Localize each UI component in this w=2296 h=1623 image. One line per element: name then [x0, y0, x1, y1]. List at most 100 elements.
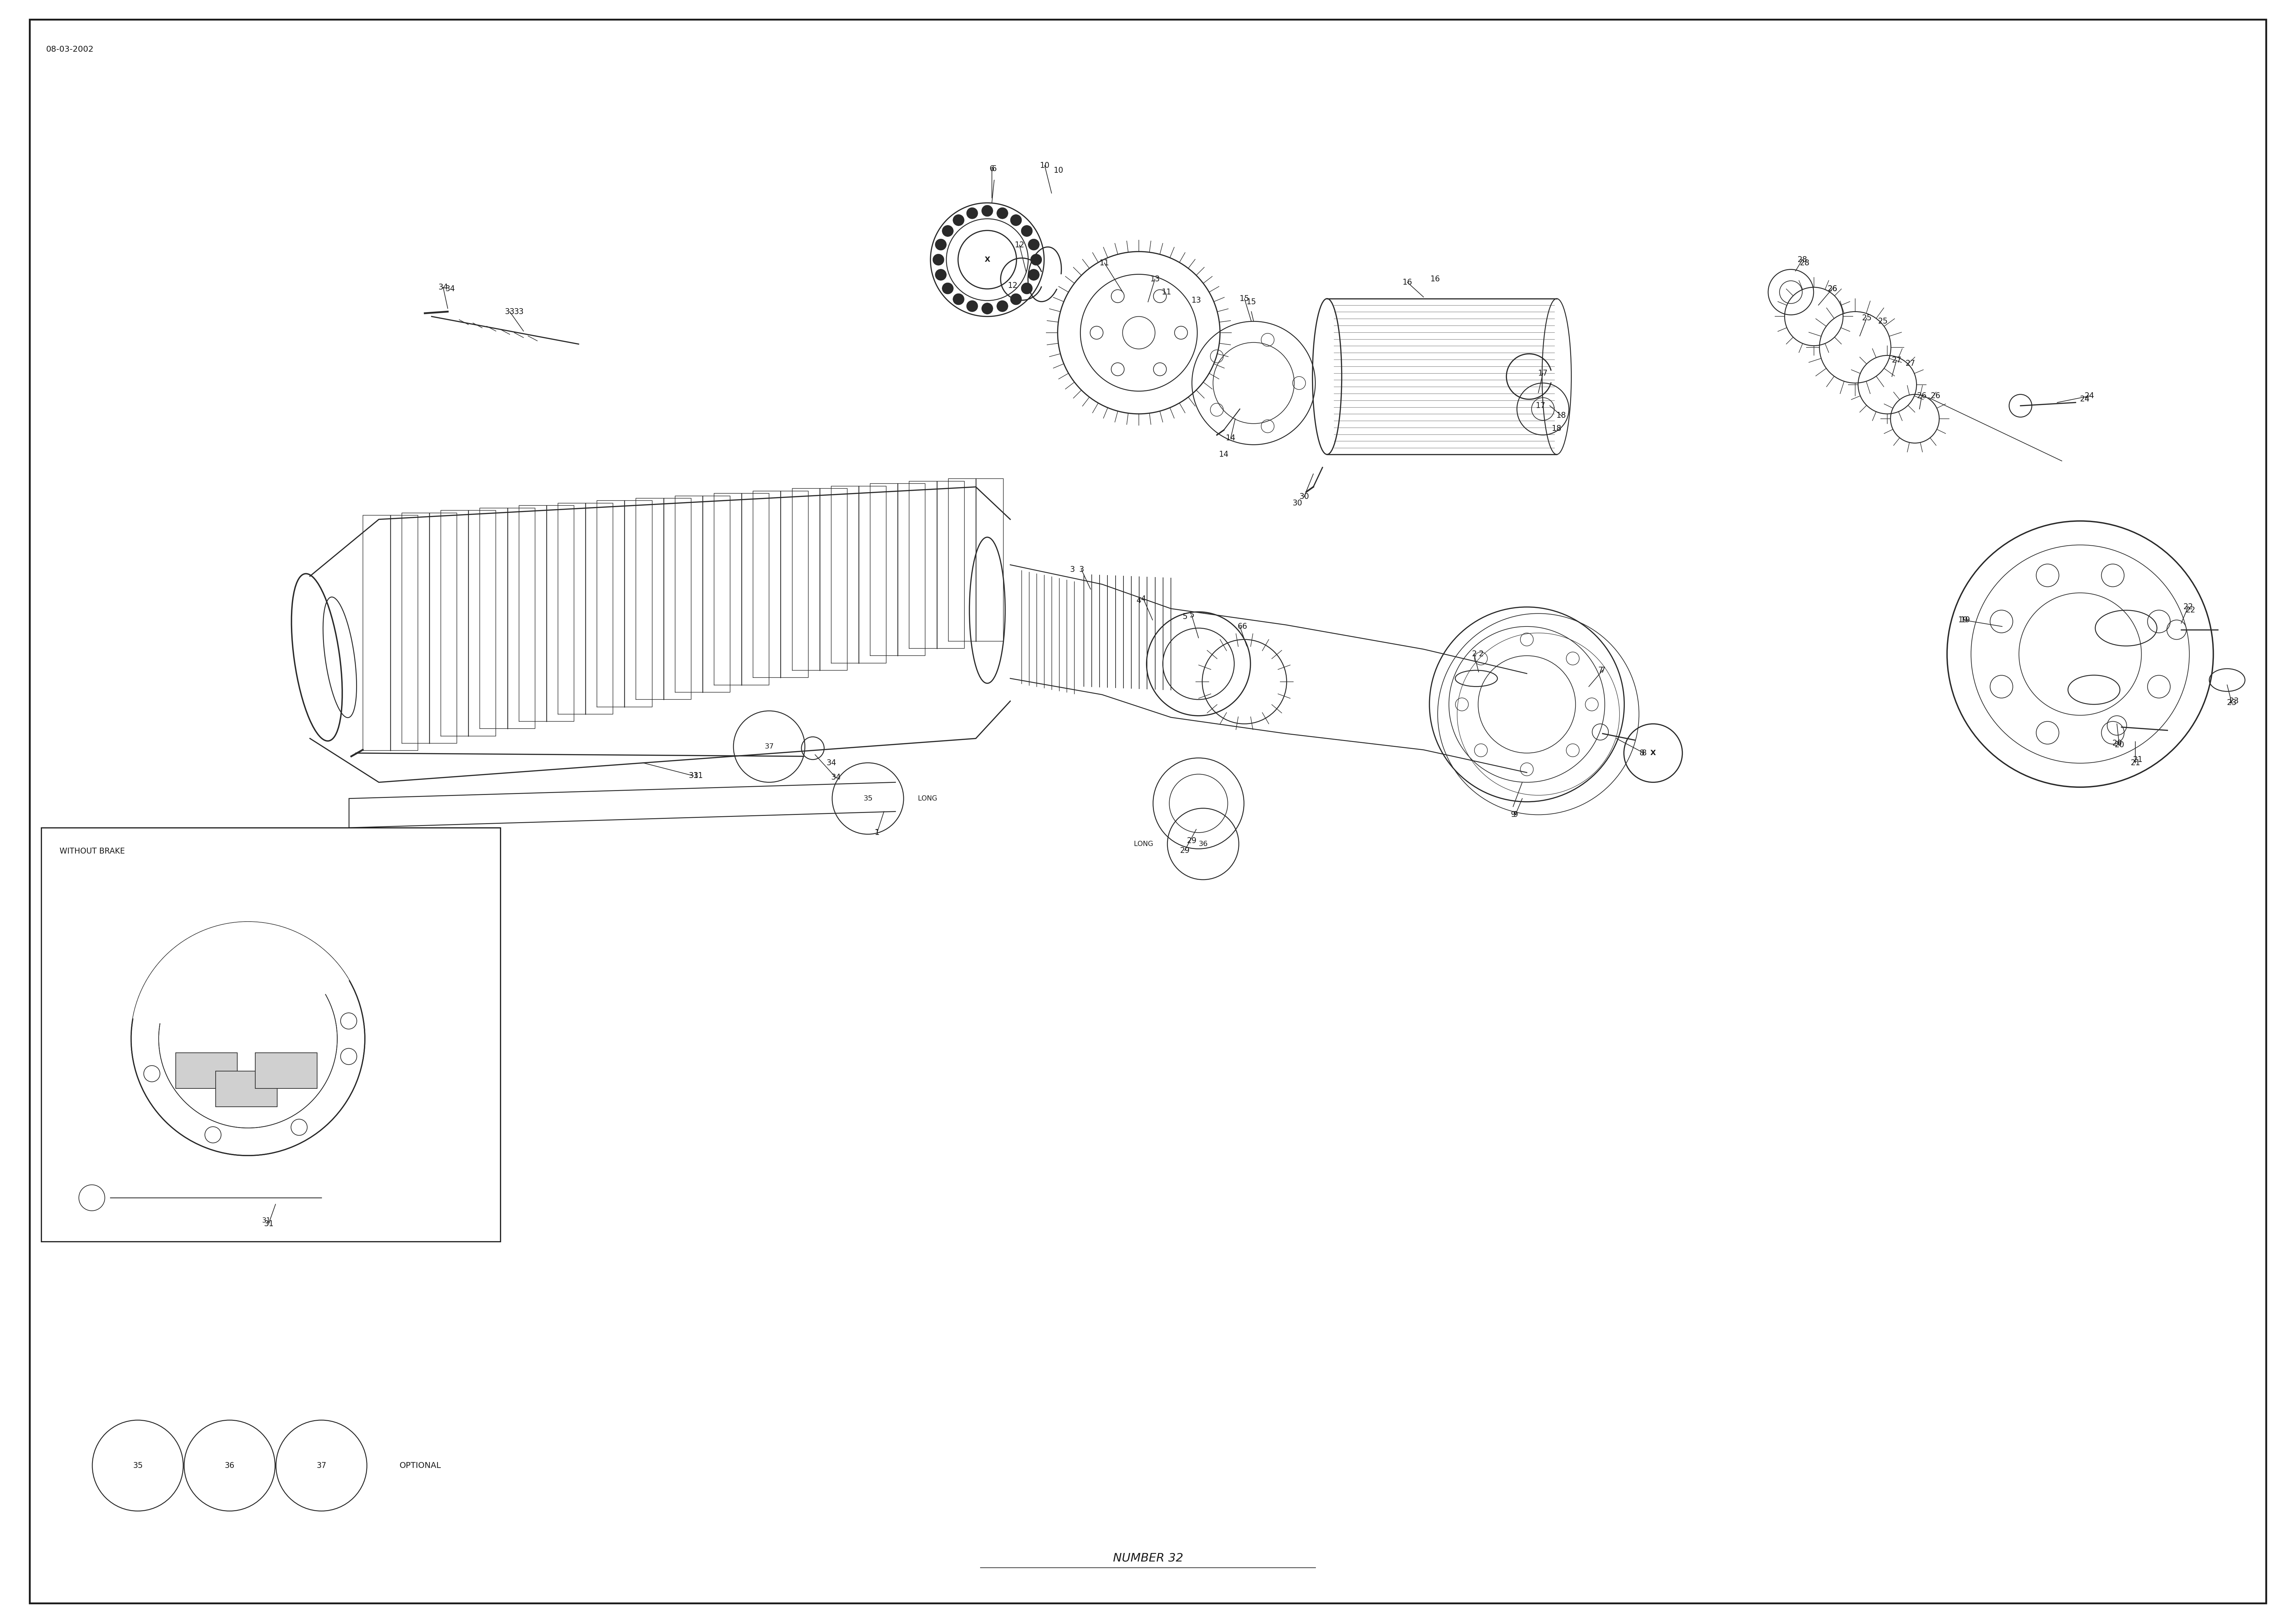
Text: LONG: LONG [918, 795, 937, 802]
Circle shape [953, 294, 964, 305]
Circle shape [1010, 214, 1022, 226]
Circle shape [934, 239, 946, 250]
Text: 23: 23 [2227, 700, 2236, 706]
Text: 1: 1 [875, 829, 879, 836]
Text: 30: 30 [1293, 500, 1302, 506]
Wedge shape [133, 922, 349, 1039]
Text: 18: 18 [1557, 412, 1566, 419]
Circle shape [996, 300, 1008, 312]
Text: 19: 19 [1961, 617, 1970, 623]
Text: 8: 8 [1642, 750, 1646, 756]
Text: 22: 22 [2186, 607, 2195, 613]
Text: 2: 2 [1479, 651, 1483, 657]
Text: 4: 4 [1137, 597, 1141, 604]
Circle shape [983, 304, 992, 315]
Circle shape [934, 269, 946, 281]
Text: 27: 27 [1892, 357, 1901, 364]
Text: 6: 6 [1242, 623, 1247, 630]
Text: 21: 21 [2133, 756, 2142, 763]
FancyBboxPatch shape [255, 1053, 317, 1089]
Circle shape [941, 226, 953, 237]
Text: 12: 12 [1008, 282, 1017, 289]
Text: 36: 36 [1199, 841, 1208, 847]
Text: 28: 28 [1798, 256, 1807, 263]
FancyBboxPatch shape [216, 1071, 278, 1107]
Text: 35: 35 [863, 795, 872, 802]
Text: 20: 20 [2112, 740, 2122, 747]
FancyBboxPatch shape [177, 1053, 236, 1089]
Text: 1: 1 [875, 829, 879, 836]
Text: 9: 9 [1511, 812, 1515, 818]
Text: 25: 25 [1878, 318, 1887, 325]
Bar [41, 828, 501, 1242]
Text: 08-03-2002: 08-03-2002 [46, 45, 94, 54]
Text: 10: 10 [1040, 162, 1049, 169]
Text: 25: 25 [1862, 315, 1871, 321]
Text: 34: 34 [827, 760, 836, 766]
Text: 2: 2 [1472, 651, 1476, 657]
Circle shape [1022, 226, 1033, 237]
Text: 3: 3 [1070, 566, 1075, 573]
Text: LONG: LONG [1134, 841, 1153, 847]
Circle shape [1029, 239, 1040, 250]
Text: 12: 12 [1015, 242, 1024, 248]
Circle shape [1022, 282, 1033, 294]
Text: 31: 31 [689, 773, 698, 779]
Text: 26: 26 [1917, 393, 1926, 399]
Text: 11: 11 [1162, 289, 1171, 295]
Text: NUMBER 32: NUMBER 32 [1114, 1553, 1182, 1563]
Text: OPTIONAL: OPTIONAL [400, 1462, 441, 1469]
Text: 35: 35 [133, 1462, 142, 1469]
Text: 7: 7 [1600, 667, 1605, 674]
Text: 17: 17 [1536, 403, 1545, 409]
Text: 34: 34 [439, 284, 448, 291]
Text: 22: 22 [2183, 604, 2193, 610]
Text: 14: 14 [1226, 435, 1235, 441]
Text: 5: 5 [1182, 613, 1187, 620]
Text: 19: 19 [1958, 617, 1968, 623]
Text: 26: 26 [1828, 286, 1837, 292]
Text: 34: 34 [831, 774, 840, 781]
Circle shape [1031, 255, 1042, 266]
Wedge shape [161, 949, 326, 1039]
Circle shape [967, 300, 978, 312]
Text: 30: 30 [1300, 493, 1309, 500]
Text: 31: 31 [264, 1220, 273, 1227]
Text: 7: 7 [1598, 667, 1603, 674]
Text: 13: 13 [1150, 276, 1159, 282]
Text: 14: 14 [1219, 451, 1228, 458]
Text: 16: 16 [1403, 279, 1412, 286]
Text: 6: 6 [1238, 623, 1242, 630]
Text: 6: 6 [992, 166, 996, 172]
Text: 17: 17 [1538, 370, 1548, 377]
Text: X: X [985, 256, 990, 263]
Circle shape [996, 208, 1008, 219]
Text: 26: 26 [1931, 393, 1940, 399]
Text: 29: 29 [1180, 847, 1189, 854]
Text: 24: 24 [2085, 393, 2094, 399]
Text: 15: 15 [1240, 295, 1249, 302]
Circle shape [1010, 294, 1022, 305]
Text: 4: 4 [1141, 596, 1146, 602]
Text: 20: 20 [2115, 742, 2124, 748]
Text: 6: 6 [990, 166, 994, 172]
Text: 23: 23 [2229, 698, 2239, 704]
Text: 31: 31 [693, 773, 703, 779]
Text: 21: 21 [2131, 760, 2140, 766]
Circle shape [953, 214, 964, 226]
Text: WITHOUT BRAKE: WITHOUT BRAKE [60, 847, 124, 855]
Text: 31: 31 [262, 1217, 271, 1224]
Text: 16: 16 [1430, 276, 1440, 282]
Text: 33: 33 [514, 308, 523, 315]
Text: 15: 15 [1247, 299, 1256, 305]
Text: 9: 9 [1513, 812, 1518, 818]
Text: X: X [1651, 750, 1655, 756]
Text: 5: 5 [1189, 612, 1194, 618]
Text: 34: 34 [445, 286, 455, 292]
Text: 36: 36 [225, 1462, 234, 1469]
Text: 33: 33 [505, 308, 514, 315]
Text: 24: 24 [2080, 396, 2089, 403]
Circle shape [967, 208, 978, 219]
Circle shape [941, 282, 953, 294]
Circle shape [1029, 269, 1040, 281]
